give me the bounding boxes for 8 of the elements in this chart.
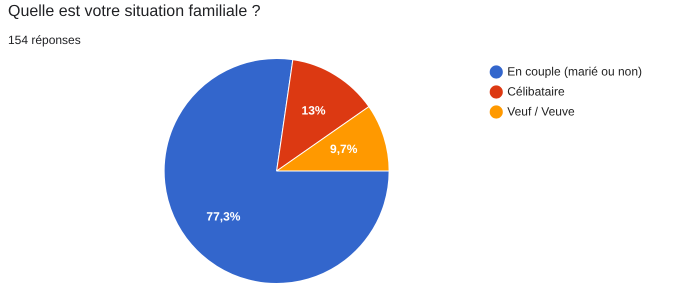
legend-label: Veuf / Veuve [507, 104, 575, 118]
data-label: 13% [302, 103, 326, 118]
legend-label: En couple (marié ou non) [507, 64, 642, 78]
legend-label: Célibataire [507, 84, 565, 98]
text: 154 réponses [8, 33, 81, 47]
chart-title: Quelle est votre situation familiale ? [8, 3, 261, 21]
data-label: 77,3% [206, 209, 241, 224]
data-label: 9,7% [330, 142, 358, 156]
